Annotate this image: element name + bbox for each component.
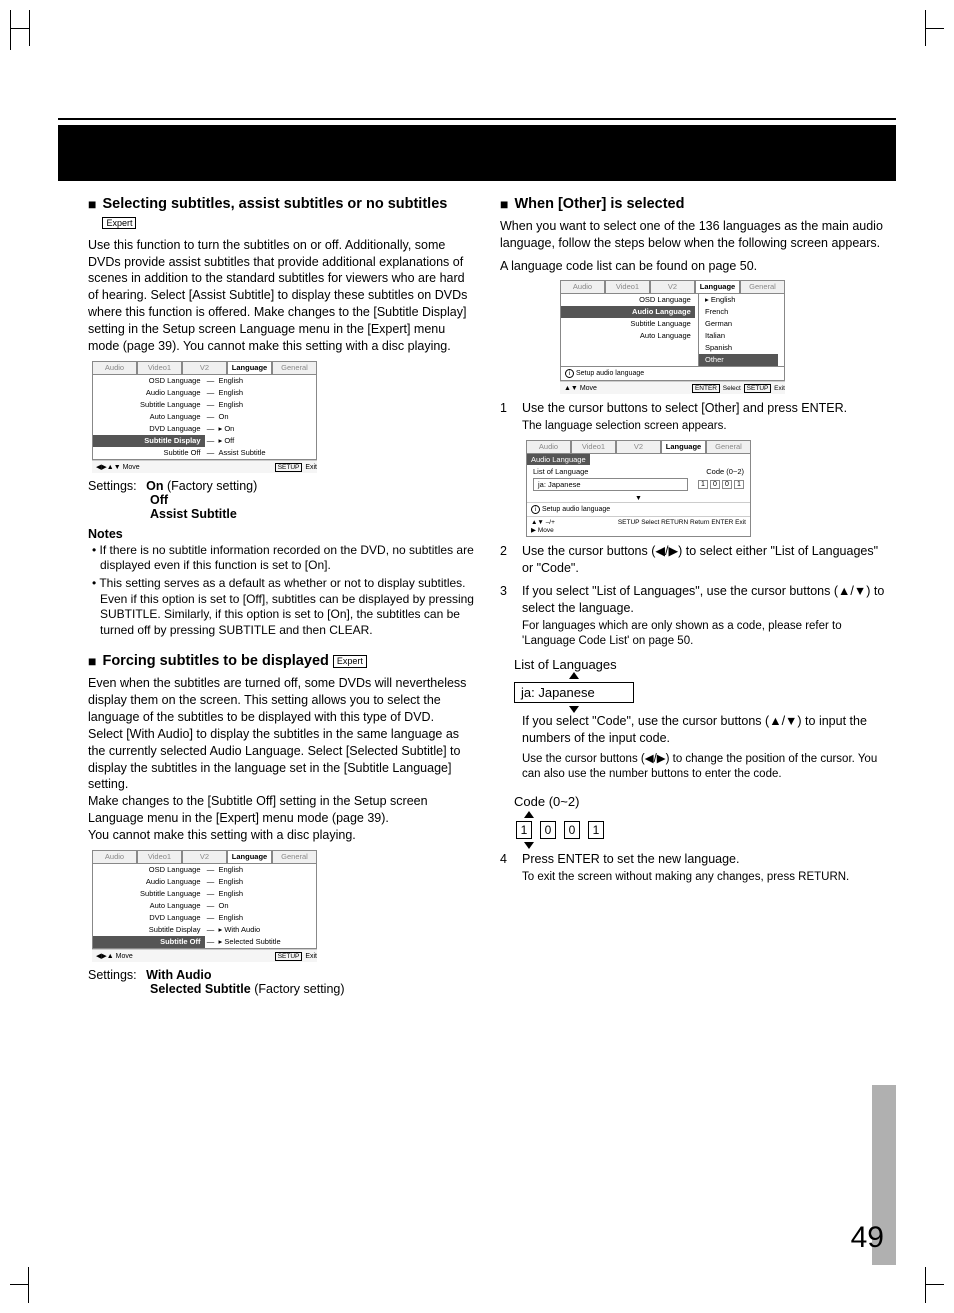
expert-badge-2: Expert — [333, 655, 367, 668]
page-number: 49 — [851, 1221, 884, 1255]
expert-badge: Expert — [102, 217, 136, 230]
settings-2: Settings: With Audio — [88, 968, 476, 982]
menu-screenshot-lang: AudioVideo1V2LanguageGeneral OSD Languag… — [560, 280, 785, 394]
section-title-forcing: ■ Forcing subtitles to be displayed Expe… — [88, 652, 476, 671]
settings-1: Settings: On (Factory setting) — [88, 479, 476, 493]
step-3: 3 If you select "List of Languages", use… — [500, 583, 888, 649]
note-2: • This setting serves as a default as wh… — [98, 576, 476, 638]
other-body: When you want to select one of the 136 l… — [500, 218, 888, 252]
step-4: 4 Press ENTER to set the new language. T… — [500, 851, 888, 885]
other-body2: A language code list can be found on pag… — [500, 258, 888, 275]
section2-body: Even when the subtitles are turned off, … — [88, 675, 476, 844]
list-languages-diagram: List of Languages ja: Japanese — [514, 657, 888, 703]
menu-screenshot-code: AudioVideo1V2LanguageGeneral Audio Langu… — [526, 440, 751, 537]
top-rule — [58, 118, 896, 120]
header-black-bar — [58, 125, 896, 181]
step-1: 1 Use the cursor buttons to select [Othe… — [500, 400, 888, 434]
menu-screenshot-1: AudioVideo1V2LanguageGeneral OSD Languag… — [92, 361, 317, 473]
note-1: • If there is no subtitle information re… — [98, 543, 476, 574]
notes-heading: Notes — [88, 527, 476, 541]
step-3c: If you select "Code", use the cursor but… — [522, 713, 888, 747]
code-diagram: Code (0~2) 1 0 0 1 — [514, 794, 888, 839]
section-title-subtitles: ■ Selecting subtitles, assist subtitles … — [88, 195, 476, 233]
menu-screenshot-2: AudioVideo1V2LanguageGeneral OSD Languag… — [92, 850, 317, 962]
step-2: 2Use the cursor buttons (◀/▶) to select … — [500, 543, 888, 577]
section1-body: Use this function to turn the subtitles … — [88, 237, 476, 355]
step-3d: Use the cursor buttons (◀/▶) to change t… — [522, 752, 888, 782]
section-title-other: ■When [Other] is selected — [500, 195, 888, 214]
